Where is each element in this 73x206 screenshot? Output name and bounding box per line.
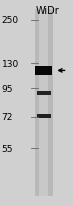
Bar (35, 67, 52, 75)
Text: WiDr: WiDr (36, 6, 59, 16)
Text: 72: 72 (1, 113, 13, 122)
Text: 250: 250 (1, 16, 19, 25)
Text: 55: 55 (1, 144, 13, 153)
Text: 95: 95 (1, 84, 13, 93)
Text: 130: 130 (1, 59, 19, 68)
Bar (39, 10, 48, 196)
Bar (37, 92, 51, 96)
Bar (35, 10, 53, 196)
Bar (37, 115, 51, 118)
